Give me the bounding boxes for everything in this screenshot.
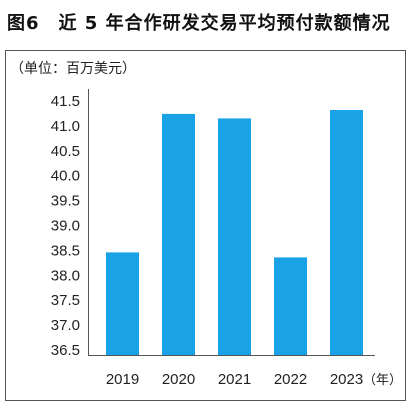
chart-title: 图6 近 5 年合作研发交易平均预付款额情况 [7,13,391,34]
y-tick-label: 40.0 [51,168,80,185]
x-tick-label: 2019 [106,371,139,388]
x-tick-label: 2023 [330,371,363,388]
y-tick-label: 38.0 [51,267,80,284]
y-tick-label: 37.0 [51,317,80,334]
x-axis-unit-label: （年） [363,373,402,388]
y-tick-label: 39.5 [51,193,80,210]
bar-2020 [162,113,195,356]
bar-2019 [106,252,139,355]
y-tick-label: 41.5 [51,93,80,110]
x-tick-label: 2022 [274,371,307,388]
bars-group [106,110,363,356]
chart-frame [5,50,406,401]
y-tick-label: 41.0 [51,118,80,135]
bar-2023 [330,110,363,355]
x-tick-label: 2020 [162,371,195,388]
y-tick-label: 37.5 [51,292,80,309]
x-tick-label: 2021 [218,371,251,388]
bar-2022 [274,257,307,355]
bar-2021 [218,118,251,356]
y-tick-label: 38.5 [51,242,80,259]
y-tick-label: 36.5 [51,342,80,359]
y-tick-label: 40.5 [51,143,80,160]
y-axis-unit-label: （单位：百万美元） [10,61,136,77]
x-tick-labels: 2019 2020 2021 2022 2023 [106,371,363,388]
y-tick-label: 39.0 [51,218,80,235]
y-tick-labels: 36.5 37.0 37.5 38.0 38.5 39.0 39.5 40.0 40.5 41.0… [51,93,80,359]
